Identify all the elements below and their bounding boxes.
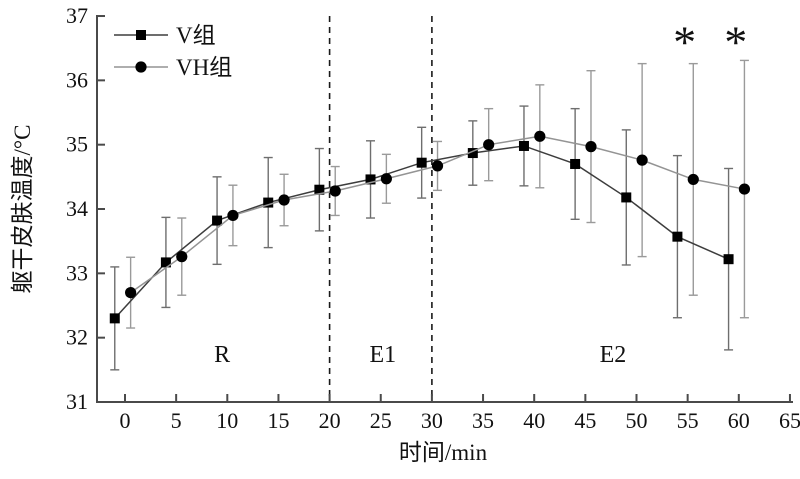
circle-marker-icon bbox=[738, 183, 751, 195]
square-marker-icon bbox=[723, 254, 734, 265]
circle-marker-icon bbox=[227, 209, 239, 222]
y-tick-label: 32 bbox=[66, 325, 88, 350]
x-tick-label: 30 bbox=[421, 408, 443, 433]
x-tick-label: 35 bbox=[472, 408, 494, 433]
circle-marker-icon bbox=[329, 185, 341, 197]
square-marker-icon bbox=[160, 257, 171, 268]
circle-marker-icon bbox=[380, 173, 392, 185]
circle-marker-icon bbox=[534, 130, 546, 142]
legend-item-vh: VH组 bbox=[114, 55, 232, 80]
series-vh bbox=[125, 130, 751, 299]
y-axis-title: 躯干皮肤温度/°C bbox=[10, 125, 35, 294]
legend-label: V组 bbox=[176, 23, 216, 48]
square-marker-icon bbox=[416, 157, 427, 168]
circle-marker-icon bbox=[585, 141, 597, 153]
circle-marker-icon bbox=[125, 287, 137, 299]
x-tick-label: 20 bbox=[319, 408, 341, 433]
y-tick-label: 31 bbox=[66, 389, 88, 414]
x-tick-label: 60 bbox=[728, 408, 750, 433]
square-marker-icon bbox=[136, 30, 146, 40]
square-marker-icon bbox=[263, 197, 274, 208]
x-tick-label: 50 bbox=[626, 408, 648, 433]
x-tick-label: 5 bbox=[171, 408, 182, 433]
square-marker-icon bbox=[467, 148, 478, 159]
significance-asterisk-icon: * bbox=[673, 16, 696, 67]
square-marker-icon bbox=[672, 231, 683, 242]
circle-marker-icon bbox=[483, 139, 495, 151]
x-tick-label: 55 bbox=[677, 408, 699, 433]
y-tick-label: 36 bbox=[66, 67, 88, 92]
circle-marker-icon bbox=[687, 173, 699, 186]
square-marker-icon bbox=[621, 192, 632, 203]
axes: 31 32 33 34 35 36 37 0 5 10 15 20 25 30 35 40 45 50 55 60 65… bbox=[10, 3, 800, 465]
legend-label: VH组 bbox=[176, 55, 232, 80]
square-marker-icon bbox=[109, 313, 120, 324]
x-tick-label: 15 bbox=[267, 408, 289, 433]
x-tick-label: 0 bbox=[120, 408, 131, 433]
phase-separators bbox=[328, 16, 433, 402]
square-marker-icon bbox=[314, 184, 325, 195]
square-marker-icon bbox=[212, 215, 223, 226]
x-tick-label: 45 bbox=[574, 408, 596, 433]
legend-item-v: V组 bbox=[114, 23, 216, 48]
x-tick-label: 40 bbox=[523, 408, 545, 433]
square-marker-icon bbox=[365, 174, 376, 185]
y-tick-label: 37 bbox=[66, 3, 88, 28]
y-tick-label: 34 bbox=[66, 196, 88, 221]
circle-marker-icon bbox=[636, 154, 648, 166]
phase-label: E2 bbox=[600, 342, 627, 368]
x-tick-label: 25 bbox=[370, 408, 392, 433]
y-tick-label: 33 bbox=[66, 260, 88, 285]
x-tick-label: 10 bbox=[216, 408, 238, 433]
x-axis-title: 时间/min bbox=[399, 440, 488, 465]
y-tick-label: 35 bbox=[66, 132, 88, 157]
circle-marker-icon bbox=[431, 160, 444, 172]
circle-marker-icon bbox=[278, 194, 290, 206]
x-tick-label: 65 bbox=[779, 408, 800, 433]
series-v bbox=[109, 140, 734, 324]
circle-marker-icon bbox=[135, 61, 147, 73]
phase-label: E1 bbox=[369, 342, 396, 368]
significance-asterisk-icon: * bbox=[724, 16, 747, 67]
legend: V组 VH组 bbox=[114, 23, 232, 80]
square-marker-icon bbox=[570, 158, 581, 169]
square-marker-icon bbox=[518, 140, 529, 151]
circle-marker-icon bbox=[176, 251, 188, 263]
phase-label: R bbox=[214, 342, 230, 368]
